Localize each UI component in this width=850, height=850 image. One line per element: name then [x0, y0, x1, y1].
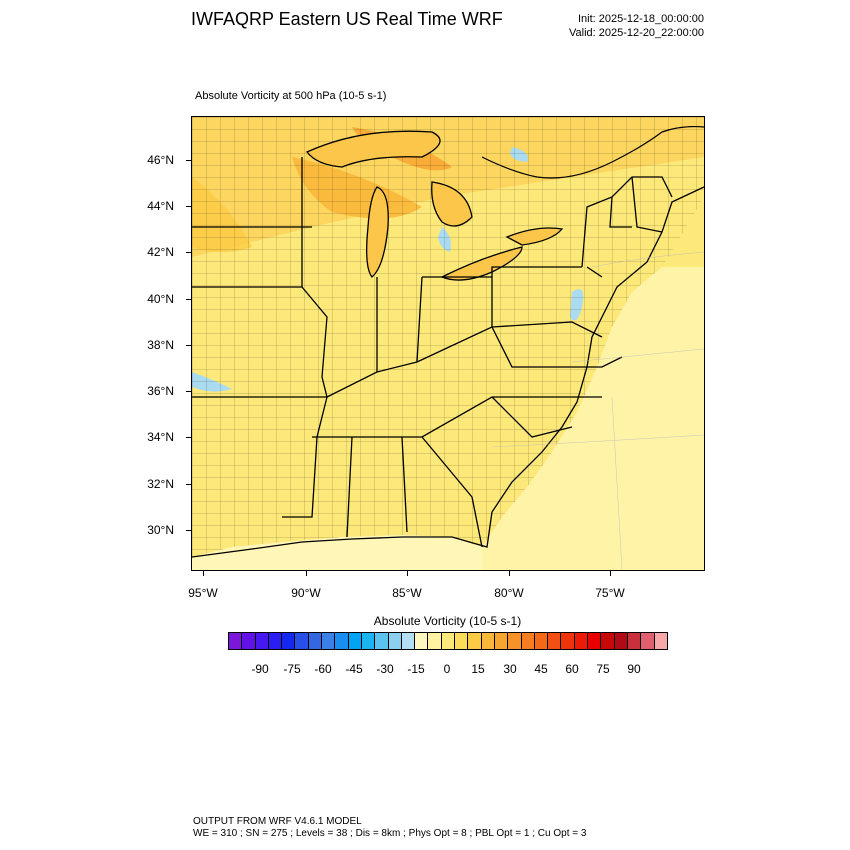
colorbar-label: -75	[283, 662, 301, 676]
lat-label-32: 32°N	[147, 477, 174, 491]
colorbar-swatch	[335, 633, 349, 649]
colorbar-label: 45	[534, 662, 548, 676]
lat-tick	[186, 252, 191, 253]
colorbar-swatch	[268, 633, 283, 649]
graticule	[491, 251, 704, 570]
lon-label-90: 90°W	[291, 586, 321, 600]
lon-label-75: 75°W	[595, 586, 625, 600]
lon-label-95: 95°W	[188, 586, 218, 600]
colorbar-swatch	[534, 633, 549, 649]
colorbar-swatch	[255, 633, 269, 649]
colorbar-label: -60	[314, 662, 332, 676]
colorbar-label: 15	[471, 662, 485, 676]
lon-label-85: 85°W	[392, 586, 422, 600]
colorbar-label: 75	[596, 662, 610, 676]
colorbar-swatch	[428, 633, 442, 649]
init-time: Init: 2025-12-18_00:00:00	[578, 13, 704, 25]
colorbar-swatch	[468, 633, 482, 649]
atlantic-ocean	[482, 267, 704, 570]
lat-tick	[186, 437, 191, 438]
valid-time: Valid: 2025-12-20_22:00:00	[569, 27, 704, 39]
lat-label-46: 46°N	[147, 153, 174, 167]
colorbar-swatch	[627, 633, 642, 649]
colorbar-swatch	[401, 633, 416, 649]
lat-label-42: 42°N	[147, 245, 174, 259]
field-title: Absolute Vorticity at 500 hPa (10-5 s-1)	[195, 90, 387, 102]
county-borders	[192, 117, 704, 557]
colorbar-label: -15	[407, 662, 425, 676]
colorbar-label: 30	[503, 662, 517, 676]
lake-michigan	[366, 186, 389, 278]
colorbar-swatch	[282, 633, 296, 649]
page-title: IWFAQRP Eastern US Real Time WRF	[191, 9, 503, 29]
colorbar-swatch	[588, 633, 602, 649]
lake-erie	[440, 246, 523, 281]
colorbar-swatch	[229, 633, 243, 649]
colorbar-swatch	[574, 633, 589, 649]
lat-tick	[186, 160, 191, 161]
lat-label-36: 36°N	[147, 384, 174, 398]
lon-tick	[610, 570, 611, 576]
colorbar-swatch	[455, 633, 469, 649]
lon-tick	[407, 570, 408, 576]
colorbar-label: -90	[251, 662, 269, 676]
lon-label-80: 80°W	[494, 586, 524, 600]
lat-tick	[186, 345, 191, 346]
lon-tick	[509, 570, 510, 576]
lat-tick	[186, 206, 191, 207]
map-panel	[191, 116, 705, 571]
colorbar-title: Absolute Vorticity (10-5 s-1)	[373, 614, 522, 628]
lat-label-30: 30°N	[147, 523, 174, 537]
colorbar-label: 60	[565, 662, 579, 676]
colorbar-label: -45	[345, 662, 363, 676]
lat-tick	[186, 484, 191, 485]
colorbar-label: 90	[627, 662, 641, 676]
colorbar-swatch	[242, 633, 256, 649]
colorbar-swatch	[481, 633, 495, 649]
colorbar-swatch	[508, 633, 522, 649]
lon-tick	[306, 570, 307, 576]
lon-tick	[203, 570, 204, 576]
colorbar-swatch	[441, 633, 456, 649]
colorbar-swatch	[521, 633, 535, 649]
lat-label-34: 34°N	[147, 430, 174, 444]
lat-label-44: 44°N	[147, 199, 174, 213]
colorbar-swatch	[375, 633, 389, 649]
lake-huron	[431, 181, 473, 227]
colorbar-swatch	[295, 633, 309, 649]
lat-label-40: 40°N	[147, 292, 174, 306]
lat-tick	[186, 391, 191, 392]
map-svg	[192, 117, 704, 570]
coastline	[192, 186, 704, 558]
lat-label-38: 38°N	[147, 338, 174, 352]
colorbar-swatch	[494, 633, 509, 649]
colorbar-swatch	[348, 633, 362, 649]
colorbar-label: -30	[376, 662, 394, 676]
colorbar	[228, 632, 668, 650]
colorbar-swatch	[308, 633, 323, 649]
lat-tick	[186, 530, 191, 531]
colorbar-swatch	[601, 633, 615, 649]
colorbar-swatch	[361, 633, 376, 649]
colorbar-swatch	[322, 633, 336, 649]
colorbar-swatch	[548, 633, 562, 649]
canada-border	[481, 125, 704, 179]
lake-superior	[305, 130, 441, 168]
colorbar-swatch	[654, 633, 667, 649]
colorbar-swatch	[561, 633, 575, 649]
footer-config-line: WE = 310 ; SN = 275 ; Levels = 38 ; Dis …	[193, 828, 587, 839]
colorbar-swatch	[388, 633, 402, 649]
colorbar-swatch	[641, 633, 655, 649]
lat-tick	[186, 299, 191, 300]
lake-ontario	[505, 227, 564, 246]
footer-model-line: OUTPUT FROM WRF V4.6.1 MODEL	[193, 816, 362, 827]
colorbar-label: 0	[443, 662, 451, 676]
colorbar-swatch	[614, 633, 628, 649]
colorbar-swatch	[415, 633, 429, 649]
